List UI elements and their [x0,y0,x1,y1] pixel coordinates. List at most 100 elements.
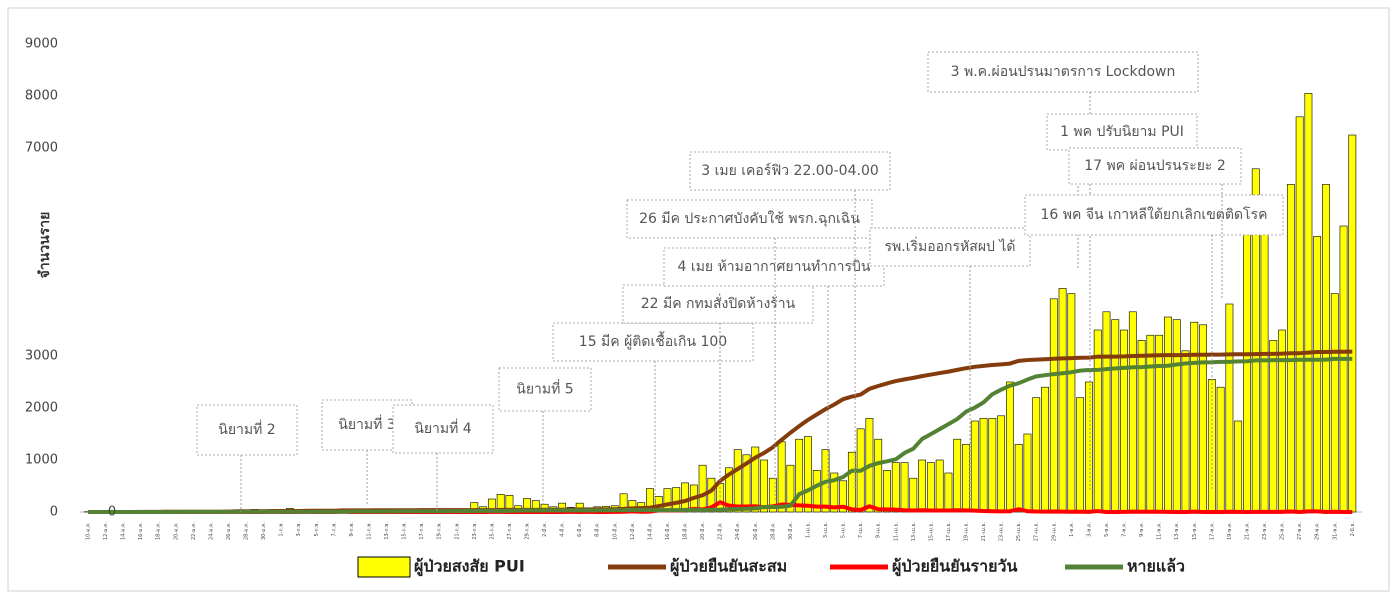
bar [1181,350,1190,513]
bar [698,464,707,513]
x-tick-label: 22-ม.ค. [191,522,197,540]
bar [1330,293,1339,513]
x-tick-label: 8-มี.ค. [594,522,601,537]
x-tick-label: 9-ก.พ. [349,522,355,537]
bar [1260,225,1269,513]
x-tick-label: 11-เม.ย. [893,522,899,542]
x-tick-label: 5-พ.ค. [1104,522,1110,537]
x-tick-label: 15-ก.พ. [402,522,408,540]
bar [1146,334,1155,513]
x-tick-label: 23-ก.พ. [472,522,478,540]
x-tick-label: 13-ก.พ. [384,522,390,540]
bar [1269,340,1278,513]
x-tick-label: 20-มี.ค. [699,522,706,540]
y-tick-label: 0 [50,505,58,520]
annotation-box [392,404,494,454]
bar [1067,293,1076,513]
bar [1304,93,1313,513]
x-tick-label: 28-มี.ค. [769,522,776,540]
bar [768,477,777,513]
bar [1295,116,1304,513]
x-tick-label: 7-เม.ย. [858,522,864,539]
x-tick-label: 25-ก.พ. [489,522,495,540]
annotation: 3 เมย เคอร์ฟิว 22.00-04.00 [701,162,879,179]
x-tick-label: 3-ก.พ. [296,522,302,537]
bar [733,449,742,513]
annotation: 4 เมย ห้ามอากาศยานทำการบิน [678,259,871,275]
bar [1058,288,1067,513]
bar [1102,311,1111,513]
bar [1322,184,1330,513]
bar [1155,334,1164,513]
annotation: นิยามที่ 3 [338,415,395,433]
x-tick-label: 1-ก.พ. [279,522,285,537]
x-tick-label: 12-มี.ค. [629,522,636,540]
bar [707,477,716,513]
bar [725,467,733,513]
x-tick-label: 15-พ.ค. [1192,522,1198,540]
x-tick-label: 5-เม.ย. [841,522,847,539]
x-tick-label: 11-ก.พ. [366,522,372,540]
bar [1128,311,1137,513]
x-tick-label: 9-พ.ค. [1139,522,1145,537]
annotation: 3 พ.ค.ผ่อนปรนมาตรการ Lockdown [951,64,1176,80]
bar [1005,381,1014,513]
x-tick-label: 30-มี.ค. [787,522,794,540]
legend-label: หายแล้ว [1127,557,1185,576]
bar [891,462,900,513]
x-tick-label: 17-ก.พ. [419,522,425,540]
bar [1172,319,1181,513]
x-tick-label: 19-พ.ค. [1227,522,1233,540]
x-tick-label: 27-พ.ค. [1297,522,1303,540]
x-tick-label: 10-ม.ค. [86,522,92,540]
bar [970,420,979,513]
bar [883,470,891,513]
x-tick-label: 14-มี.ค. [646,522,653,540]
x-tick-label: 28-ม.ค. [244,522,250,540]
x-tick-label: 4-มี.ค. [559,522,566,537]
x-tick-label: 24-ม.ค. [208,522,214,540]
x-tick-label: 25-พ.ค. [1280,522,1286,540]
bar [1014,444,1023,513]
bar [1164,316,1172,513]
annotation: 15 มีค ผู้ติดเชื้อเกิน 100 [579,331,727,350]
bar [988,418,997,513]
x-tick-label: 13-เม.ย. [911,522,917,542]
bar [777,441,786,513]
x-tick-label: 12-ม.ค. [103,522,109,540]
bar [1023,433,1032,513]
annotation: 16 พค จีน เกาหลีใต้ยกเลิกเขตติดโรค [1041,206,1268,223]
x-tick-label: 29-เม.ย. [1051,522,1057,542]
bar [918,459,926,513]
bar [804,436,812,513]
annotation-box [622,284,814,324]
x-tick-label: 23-พ.ค. [1262,522,1268,540]
bar [1348,134,1357,513]
annotation-box [196,404,298,456]
legend-label: ผู้ป่วยยืนยันสะสม [670,557,787,578]
annotation-box [498,367,592,412]
annotation: 1 พค ปรับนิยาม PUI [1060,124,1184,140]
x-tick-label: 26-ม.ค. [226,522,232,540]
bar [839,480,847,513]
x-tick-label: 17-พ.ค. [1209,522,1215,540]
annotation-box [1046,113,1198,151]
x-tick-label: 23-เม.ย. [999,522,1005,542]
x-tick-label: 13-พ.ค. [1174,522,1180,540]
bar [962,444,970,513]
bar [944,472,953,513]
annotation: 22 มีค กทมสั่งปิดห้างร้าน [641,294,796,312]
bar [1216,386,1225,513]
x-tick-label: 21-พ.ค. [1244,522,1250,540]
bar [1190,321,1199,513]
x-tick-label: 27-ก.พ. [507,522,513,540]
x-tick-label: 26-มี.ค. [752,522,759,540]
x-tick-label: 9-เม.ย. [876,522,882,539]
annotation: นิยามที่ 4 [414,419,472,437]
bar [751,446,760,513]
annotation-box [626,199,873,239]
legend-label: ผู้ป่วยสงสัย PUI [414,557,525,578]
y-tick-label: 2000 [25,401,58,416]
x-tick-label: 2-มิ.ย. [1349,522,1356,537]
